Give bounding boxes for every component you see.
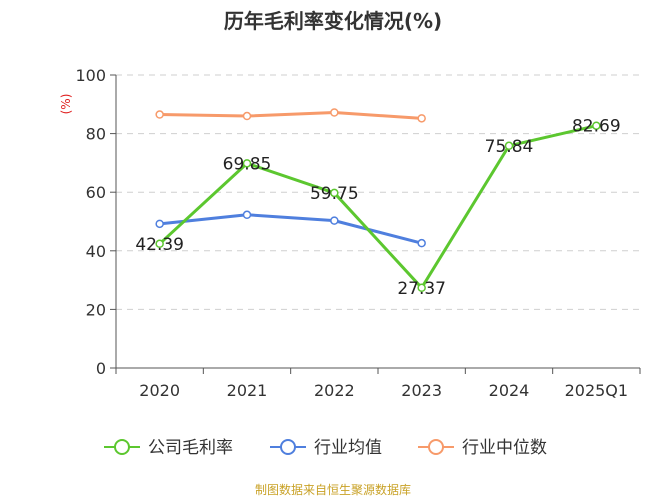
x-tick-label: 2023 — [401, 381, 442, 400]
y-tick-label: 0 — [96, 359, 106, 378]
data-point[interactable] — [242, 210, 252, 220]
data-label: 42.39 — [135, 235, 184, 255]
series-group — [155, 108, 601, 293]
source-note: 制图数据来自恒生聚源数据库 — [255, 482, 411, 497]
series-line-2 — [159, 111, 422, 120]
legend-label: 行业中位数 — [462, 438, 547, 458]
data-label: 82.69 — [572, 117, 621, 137]
data-point[interactable] — [155, 219, 164, 229]
legend-label: 公司毛利率 — [148, 438, 233, 458]
data-point[interactable] — [504, 141, 514, 151]
y-tick-label: 100 — [75, 66, 106, 85]
legend-marker — [114, 439, 130, 455]
x-tick-label: 2021 — [227, 381, 268, 400]
legend-marker — [280, 439, 296, 455]
legend-marker — [428, 439, 444, 455]
y-tick-label: 60 — [86, 183, 106, 202]
grid — [116, 74, 640, 310]
data-label: 75.84 — [485, 137, 534, 157]
series-line-1 — [159, 213, 423, 245]
legend-label: 行业均值 — [314, 438, 382, 458]
data-point[interactable] — [330, 188, 339, 198]
axes: 0 20 40 60 80 100 2020 2021 2022 2023 2024 2025Q1 — [75, 66, 641, 400]
legend-item-0[interactable]: 公司毛利率 — [104, 438, 233, 458]
data-label: 59.75 — [310, 184, 359, 204]
x-tick-label: 2024 — [489, 381, 530, 400]
y-tick-label: 40 — [86, 242, 106, 261]
data-point[interactable] — [330, 108, 339, 117]
legend[interactable]: 公司毛利率 行业均值 行业中位数 — [104, 438, 547, 458]
data-point[interactable] — [155, 239, 164, 249]
series-line-0 — [158, 124, 597, 290]
x-tick-label: 2020 — [139, 381, 180, 400]
x-tick-label: 2025Q1 — [565, 381, 629, 400]
y-tick-label: 80 — [86, 125, 106, 144]
data-point[interactable] — [155, 110, 164, 119]
data-label: 69.85 — [223, 154, 272, 174]
data-labels: 42.39 69.85 59.75 27.37 75.84 82.69 — [135, 117, 620, 299]
data-point[interactable] — [417, 283, 426, 293]
data-point[interactable] — [330, 216, 339, 225]
data-point[interactable] — [417, 238, 426, 248]
data-label: 27.37 — [397, 279, 446, 299]
chart-title: 历年毛利率变化情况(%) — [224, 9, 442, 33]
data-point[interactable] — [242, 111, 252, 121]
y-unit-label: (%) — [59, 94, 73, 115]
data-point[interactable] — [592, 121, 601, 130]
legend-item-2[interactable]: 行业中位数 — [418, 438, 547, 458]
data-point[interactable] — [242, 159, 252, 168]
data-point[interactable] — [417, 114, 426, 123]
x-tick-label: 2022 — [314, 381, 355, 400]
y-tick-label: 20 — [86, 300, 106, 319]
legend-item-1[interactable]: 行业均值 — [270, 438, 382, 458]
